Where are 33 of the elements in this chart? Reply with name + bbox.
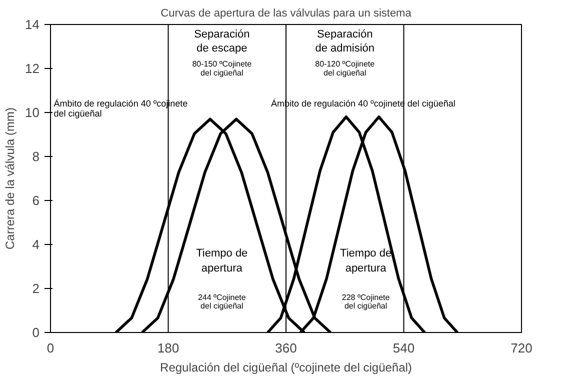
annotation: Separación	[317, 28, 373, 40]
annotation: apertura	[201, 262, 244, 275]
x-axis-title: Regulación del cigüeñal (ºcojinete del cigüeñal)	[160, 360, 412, 374]
y-tick-label: 12	[25, 61, 40, 76]
annotation: 228 ºCojinete	[342, 292, 390, 302]
x-tick-label: 180	[157, 340, 180, 356]
annotation: del cigüeñal	[344, 302, 388, 311]
annotation: de escape	[196, 42, 248, 55]
y-tick-label: 0	[32, 325, 40, 340]
y-tick-label: 8	[32, 149, 40, 164]
annotation: del cigüeñal	[324, 68, 366, 78]
y-tick-label: 2	[32, 281, 40, 296]
annotation: del cigüeñal	[54, 108, 102, 119]
y-axis-title: Carrera de la válvula (mm)	[3, 107, 18, 250]
annotation: 80-120 ºCojinete	[315, 60, 376, 69]
annotation: 244 ºCojinete	[198, 292, 246, 302]
y-tick-label: 4	[32, 237, 40, 252]
annotation: Separación	[194, 28, 250, 40]
annotation: del cigüeñal	[200, 68, 244, 78]
x-tick-label: 360	[275, 340, 297, 356]
y-tick-label: 6	[32, 193, 40, 208]
y-tick-label: 10	[25, 105, 40, 120]
annotation: Tiempo de	[340, 247, 392, 260]
x-tick-label: 0	[46, 340, 54, 356]
annotation: apertura	[345, 262, 388, 275]
x-tick-label: 540	[392, 340, 415, 356]
y-tick-label: 14	[25, 17, 40, 32]
annotation: de admisión	[315, 42, 375, 55]
x-tick-label: 720	[510, 340, 532, 356]
annotation: 80-150 ºCojinete	[192, 60, 252, 69]
annotation: del cigüeñal	[200, 302, 244, 311]
chart-title: Curvas de apertura de las válvulas para un sistema	[160, 8, 412, 20]
annotation: Tiempo de	[196, 247, 248, 260]
